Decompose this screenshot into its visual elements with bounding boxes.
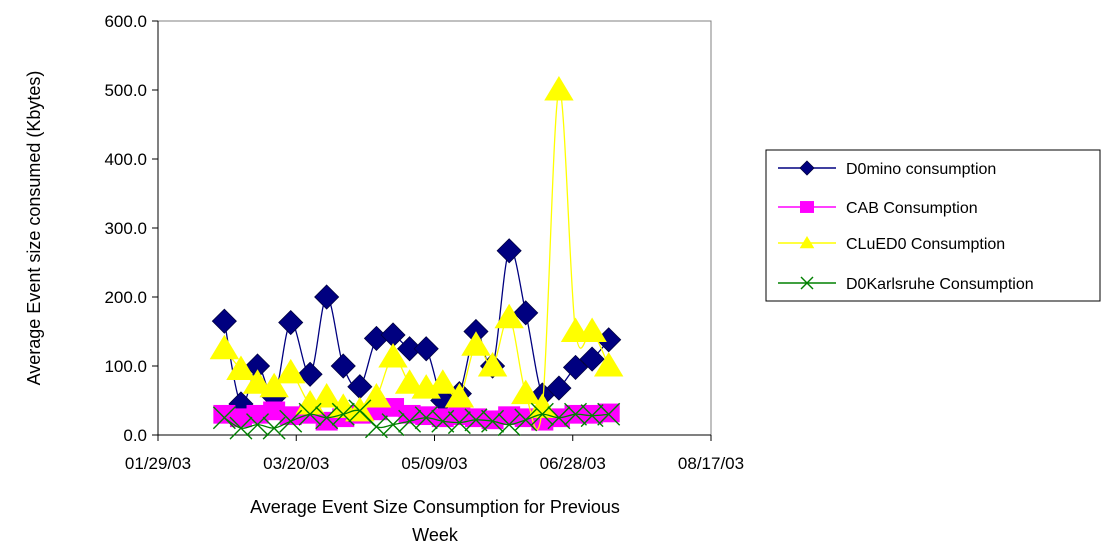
triangle-point — [494, 303, 524, 329]
diamond-point — [314, 284, 340, 310]
x-point — [597, 402, 621, 426]
square-point — [398, 404, 421, 424]
y-tick-label: 200.0 — [104, 288, 147, 307]
x-axis-title-line-2: Week — [412, 525, 459, 545]
diamond-point — [546, 375, 572, 401]
legend-label: CAB Consumption — [846, 200, 978, 217]
legend: D0mino consumption CAB Consumption CLuED0 … — [765, 149, 1101, 302]
triangle-point — [226, 355, 256, 380]
x-point — [547, 406, 571, 430]
triangle-point — [461, 331, 491, 356]
series-layer — [209, 76, 624, 440]
triangle-point — [276, 358, 306, 384]
triangle-point — [527, 393, 558, 418]
legend-label: D0mino consumption — [846, 161, 996, 178]
y-tick-label: 600.0 — [104, 12, 147, 31]
legend-box — [765, 149, 1101, 302]
y-axis-title: Average Event size consumed (Kbytes) — [24, 71, 44, 386]
triangle-point — [345, 396, 375, 422]
x-point — [398, 409, 422, 433]
x-point — [497, 413, 521, 437]
triangle-point — [428, 369, 458, 394]
diamond-point — [397, 336, 423, 362]
x-point — [212, 406, 236, 430]
triangle-point — [577, 317, 607, 342]
diamond-point — [211, 308, 237, 334]
triangle-point — [259, 372, 289, 398]
y-tick-label: 100.0 — [104, 357, 147, 376]
x-tick-label: 03/20/03 — [263, 454, 329, 473]
diamond-point — [562, 354, 589, 380]
x-point — [414, 406, 438, 430]
legend-item: CLuED0 Consumption — [778, 236, 1005, 253]
x-tick-label: 06/28/03 — [540, 454, 606, 473]
x-tick-label: 01/29/03 — [125, 454, 191, 473]
diamond-point — [297, 361, 323, 387]
triangle-point — [799, 236, 815, 249]
triangle-point — [394, 369, 425, 394]
x-point — [530, 402, 554, 426]
legend-item: D0Karlsruhe Consumption — [778, 276, 1034, 293]
x-point — [315, 406, 339, 430]
triangle-point — [511, 379, 541, 405]
square-point — [800, 201, 814, 213]
triangle-point — [311, 383, 342, 408]
series-4 — [212, 399, 621, 440]
x-tick-label: 05/09/03 — [401, 454, 467, 473]
triangle-point — [544, 76, 574, 101]
series-3 — [209, 76, 624, 431]
triangle-point — [593, 352, 624, 377]
y-tick-label: 300.0 — [104, 219, 147, 238]
diamond-point — [278, 309, 304, 336]
square-point — [263, 401, 286, 421]
diamond-point — [799, 160, 815, 176]
x-point — [514, 408, 538, 432]
x-axis-title-line-1: Average Event Size Consumption for Previ… — [250, 497, 620, 517]
x-axis: 01/29/03 03/20/03 05/09/03 06/28/03 08/17/03 — [125, 434, 744, 473]
triangle-point — [209, 334, 240, 360]
x-point — [262, 416, 286, 440]
x-point — [229, 416, 253, 440]
diamond-point — [413, 336, 439, 362]
x-point — [331, 402, 355, 426]
diamond-point — [579, 346, 605, 372]
x-point — [800, 276, 814, 290]
y-tick-label: 400.0 — [104, 150, 147, 169]
square-point — [213, 404, 236, 424]
y-axis: 0.0 100.0 200.0 300.0 400.0 500.0 600.0 — [104, 12, 159, 445]
y-tick-label: 500.0 — [104, 81, 147, 100]
legend-item: CAB Consumption — [778, 200, 978, 217]
triangle-point — [378, 343, 408, 368]
x-point — [381, 413, 405, 437]
legend-item: D0mino consumption — [778, 160, 996, 178]
triangle-point — [444, 383, 475, 408]
legend-label: CLuED0 Consumption — [846, 236, 1005, 253]
y-tick-label: 0.0 — [123, 426, 147, 445]
series-1 — [211, 238, 622, 417]
legend-items: D0mino consumption CAB Consumption CLuED0 … — [778, 160, 1034, 293]
square-point — [464, 408, 487, 428]
legend-label: D0Karlsruhe Consumption — [846, 276, 1034, 293]
diamond-point — [496, 238, 522, 264]
square-point — [279, 406, 302, 426]
diamond-point — [513, 300, 539, 326]
x-point — [279, 409, 303, 433]
x-point — [246, 413, 270, 437]
x-tick-label: 08/17/03 — [678, 454, 744, 473]
triangle-point — [477, 352, 508, 377]
diamond-point — [330, 353, 356, 379]
x-point — [298, 402, 322, 426]
x-point — [481, 409, 505, 433]
triangle-point — [242, 369, 273, 394]
